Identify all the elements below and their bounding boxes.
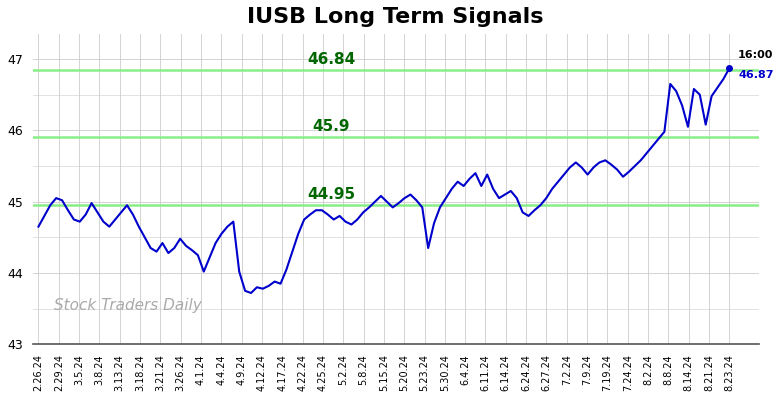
Text: Stock Traders Daily: Stock Traders Daily: [54, 298, 202, 313]
Text: 46.87: 46.87: [739, 70, 774, 80]
Text: 44.95: 44.95: [307, 187, 355, 202]
Text: 45.9: 45.9: [312, 119, 350, 134]
Text: 46.84: 46.84: [307, 52, 355, 67]
Text: 16:00: 16:00: [739, 50, 774, 60]
Title: IUSB Long Term Signals: IUSB Long Term Signals: [248, 7, 544, 27]
